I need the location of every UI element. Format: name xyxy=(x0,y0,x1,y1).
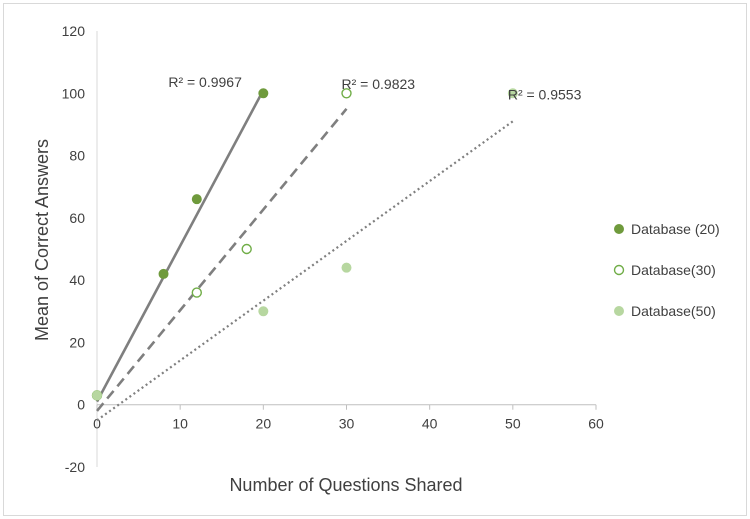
r-squared-label: R² = 0.9967 xyxy=(168,74,242,90)
data-point xyxy=(507,88,518,99)
y-tick-label: 60 xyxy=(69,210,85,226)
x-tick-label: 20 xyxy=(256,416,272,432)
legend-marker xyxy=(614,306,624,316)
y-tick-label: 80 xyxy=(69,148,85,164)
trendlines xyxy=(95,89,514,422)
x-tick-label: 0 xyxy=(93,416,101,432)
trendline xyxy=(95,89,265,403)
r-squared-label: R² = 0.9823 xyxy=(342,76,416,92)
x-tick-label: 50 xyxy=(505,416,521,432)
data-point xyxy=(92,390,102,401)
r-squared-labels: R² = 0.9967 R² = 0.9823 R² = 0.9553 xyxy=(168,74,581,102)
x-tick-label: 10 xyxy=(172,416,188,432)
y-tick-label: 20 xyxy=(69,334,85,350)
x-tick-label: 60 xyxy=(588,416,604,432)
data-point xyxy=(341,262,352,273)
r-squared-label: R² = 0.9553 xyxy=(508,86,582,102)
data-point xyxy=(191,287,203,298)
data-point xyxy=(258,88,269,99)
data-point xyxy=(258,306,269,317)
trendline xyxy=(96,120,514,422)
y-tick-label: 0 xyxy=(77,397,85,413)
y-axis-title: Mean of Correct Answers xyxy=(32,139,52,341)
data-point xyxy=(341,88,352,99)
x-tick-label: 30 xyxy=(339,416,355,432)
y-tick-label: 40 xyxy=(69,272,85,288)
legend-marker xyxy=(614,224,624,234)
data-point xyxy=(241,243,252,255)
chart-frame xyxy=(3,3,747,516)
data-point xyxy=(158,268,169,279)
x-tick-label: 40 xyxy=(422,416,438,432)
trendline xyxy=(95,108,348,412)
x-axis-title: Number of Questions Shared xyxy=(229,475,462,495)
legend-label: Database (20) xyxy=(631,221,720,237)
y-tick-label: 100 xyxy=(62,85,86,101)
data-points xyxy=(91,88,518,401)
data-point xyxy=(191,194,202,205)
legend: Database (20) Database(30) Database(50) xyxy=(613,221,720,319)
y-tick-label: -20 xyxy=(65,459,85,475)
legend-label: Database(50) xyxy=(631,303,716,319)
legend-label: Database(30) xyxy=(631,262,716,278)
y-tick-label: 120 xyxy=(62,23,86,39)
legend-marker xyxy=(613,264,625,276)
